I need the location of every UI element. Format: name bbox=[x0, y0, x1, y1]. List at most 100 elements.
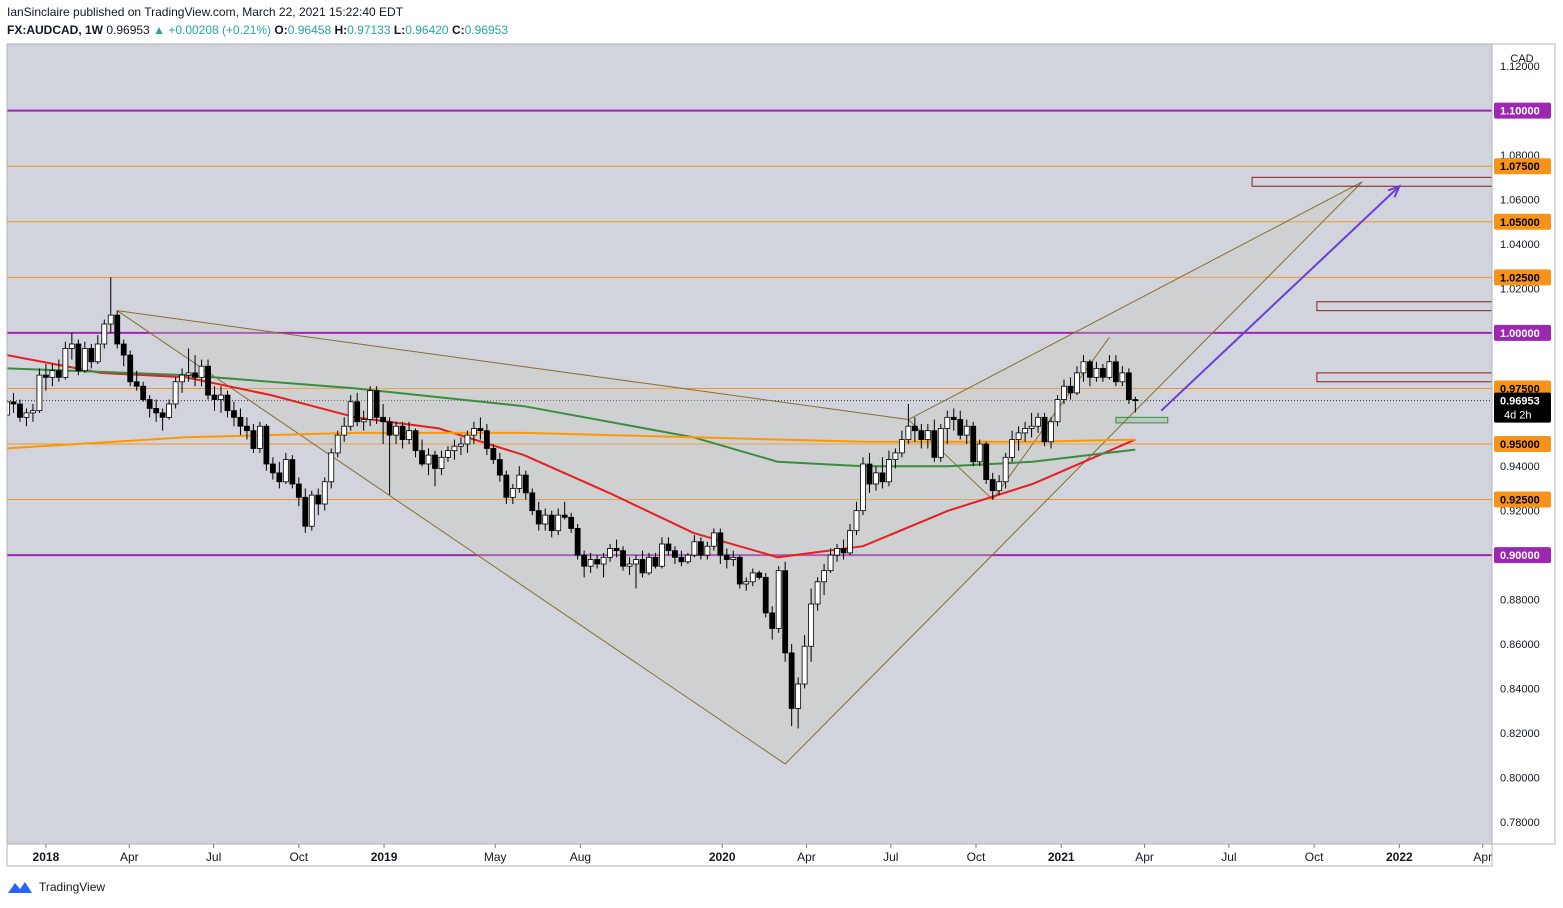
candle-body-40 bbox=[263, 425, 270, 465]
candle-body-81 bbox=[529, 492, 536, 512]
candle-body-142 bbox=[924, 430, 931, 440]
candle-body-4 bbox=[30, 410, 36, 414]
candle-body-46 bbox=[302, 496, 309, 527]
high-label: H: bbox=[334, 23, 348, 37]
zone-rect-0 bbox=[1251, 176, 1492, 187]
candle-body-165 bbox=[1074, 372, 1080, 394]
candle-body-80 bbox=[522, 474, 529, 494]
target-arrow-head bbox=[1387, 184, 1402, 198]
time-tick-label-2: Jul bbox=[206, 850, 221, 864]
close-label: C: bbox=[451, 23, 465, 37]
candle-body-101 bbox=[659, 543, 665, 567]
candle-body-96 bbox=[626, 563, 633, 567]
time-tick-label-5: May bbox=[484, 850, 507, 864]
candle-body-84 bbox=[548, 514, 555, 532]
candle-body-166 bbox=[1080, 361, 1087, 374]
time-tick-label-11: 2021 bbox=[1048, 850, 1075, 864]
candle-body-67 bbox=[438, 456, 445, 469]
candle-body-2 bbox=[17, 403, 23, 418]
level-price-text-1: 1.07500 bbox=[1500, 161, 1540, 173]
candle-body-66 bbox=[432, 454, 438, 469]
candle-body-49 bbox=[321, 481, 328, 505]
candle-body-44 bbox=[289, 459, 296, 485]
candle-body-149 bbox=[970, 425, 977, 463]
candle-body-83 bbox=[542, 514, 549, 525]
candle-body-115 bbox=[749, 572, 756, 583]
candle-body-35 bbox=[231, 410, 237, 418]
level-price-text-4: 1.00000 bbox=[1500, 328, 1540, 340]
level-price-tag-3 bbox=[1494, 269, 1551, 286]
candle-body-19 bbox=[127, 354, 134, 383]
level-price-tag-0 bbox=[1494, 102, 1551, 119]
time-tick-label-4: 2019 bbox=[371, 850, 398, 864]
price-tick-label-2: 1.06000 bbox=[1500, 195, 1540, 207]
candle-body-150 bbox=[976, 443, 983, 463]
candle-body-147 bbox=[957, 419, 964, 436]
candle-body-136 bbox=[886, 459, 892, 483]
candle-body-28 bbox=[185, 372, 192, 376]
candle-body-3 bbox=[23, 412, 30, 418]
candle-body-172 bbox=[1119, 372, 1126, 383]
zone-rect-1 bbox=[1316, 301, 1492, 312]
tradingview-logo-icon bbox=[8, 882, 32, 893]
time-tick-label-13: Jul bbox=[1221, 850, 1236, 864]
close-value: 0.96953 bbox=[464, 23, 509, 37]
candle-body-140 bbox=[911, 425, 918, 432]
brand-name[interactable]: TradingView bbox=[39, 880, 106, 894]
level-price-text-7: 0.92500 bbox=[1500, 495, 1540, 507]
candle-body-53 bbox=[347, 401, 354, 427]
low-label: L: bbox=[393, 23, 406, 37]
candle-body-126 bbox=[821, 570, 827, 583]
time-tick-label-3: Oct bbox=[289, 850, 308, 864]
candle-body-50 bbox=[328, 452, 335, 483]
time-tick-label-7: 2020 bbox=[709, 850, 736, 864]
time-tick-label-8: Apr bbox=[797, 850, 816, 864]
symbol-label[interactable]: FX:AUDCAD, 1W bbox=[7, 23, 103, 37]
level-price-text-0: 1.10000 bbox=[1500, 106, 1540, 118]
candle-body-76 bbox=[496, 459, 503, 476]
candle-body-152 bbox=[989, 479, 996, 492]
candle-body-171 bbox=[1112, 361, 1119, 383]
candle-body-162 bbox=[1054, 399, 1061, 423]
candle-body-31 bbox=[205, 365, 211, 396]
candle-body-130 bbox=[847, 530, 853, 554]
candle-body-151 bbox=[983, 443, 990, 480]
price-tick-label-6: 0.92000 bbox=[1500, 506, 1540, 518]
candle-body-108 bbox=[704, 545, 711, 556]
candle-body-43 bbox=[282, 459, 289, 483]
candle-body-55 bbox=[360, 419, 367, 423]
candle-body-39 bbox=[257, 425, 263, 449]
candle-body-85 bbox=[555, 514, 562, 532]
candle-body-97 bbox=[633, 559, 639, 565]
candle-body-156 bbox=[1015, 432, 1022, 440]
candle-body-32 bbox=[211, 394, 218, 400]
pattern-line-2 bbox=[784, 181, 1363, 765]
candle-body-10 bbox=[68, 343, 75, 349]
candle-body-5 bbox=[36, 374, 43, 412]
candle-body-91 bbox=[594, 559, 601, 565]
candle-body-105 bbox=[684, 554, 691, 563]
candle-body-7 bbox=[49, 370, 56, 378]
candle-body-72 bbox=[470, 428, 477, 436]
candle-body-94 bbox=[613, 548, 620, 552]
candle-body-79 bbox=[516, 474, 523, 489]
candle-body-158 bbox=[1028, 425, 1035, 429]
candle-body-77 bbox=[503, 474, 510, 498]
candle-body-125 bbox=[814, 581, 821, 605]
candle-body-68 bbox=[445, 450, 451, 458]
candle-body-26 bbox=[172, 381, 179, 405]
candle-body-159 bbox=[1035, 416, 1041, 427]
open-label: O: bbox=[274, 23, 288, 37]
candle-body-18 bbox=[120, 343, 127, 356]
publisher-line: IanSinclaire published on TradingView.co… bbox=[7, 5, 403, 19]
candle-body-34 bbox=[224, 394, 231, 412]
ma-line-1 bbox=[7, 367, 1136, 468]
candle-body-160 bbox=[1041, 416, 1048, 443]
candle-body-109 bbox=[710, 532, 717, 547]
candle-body-132 bbox=[860, 463, 866, 512]
candle-body-8 bbox=[55, 370, 62, 378]
last-price-tag bbox=[1494, 392, 1551, 423]
price-tick-label-10: 0.82000 bbox=[1500, 728, 1540, 740]
footer: TradingView bbox=[7, 880, 105, 894]
